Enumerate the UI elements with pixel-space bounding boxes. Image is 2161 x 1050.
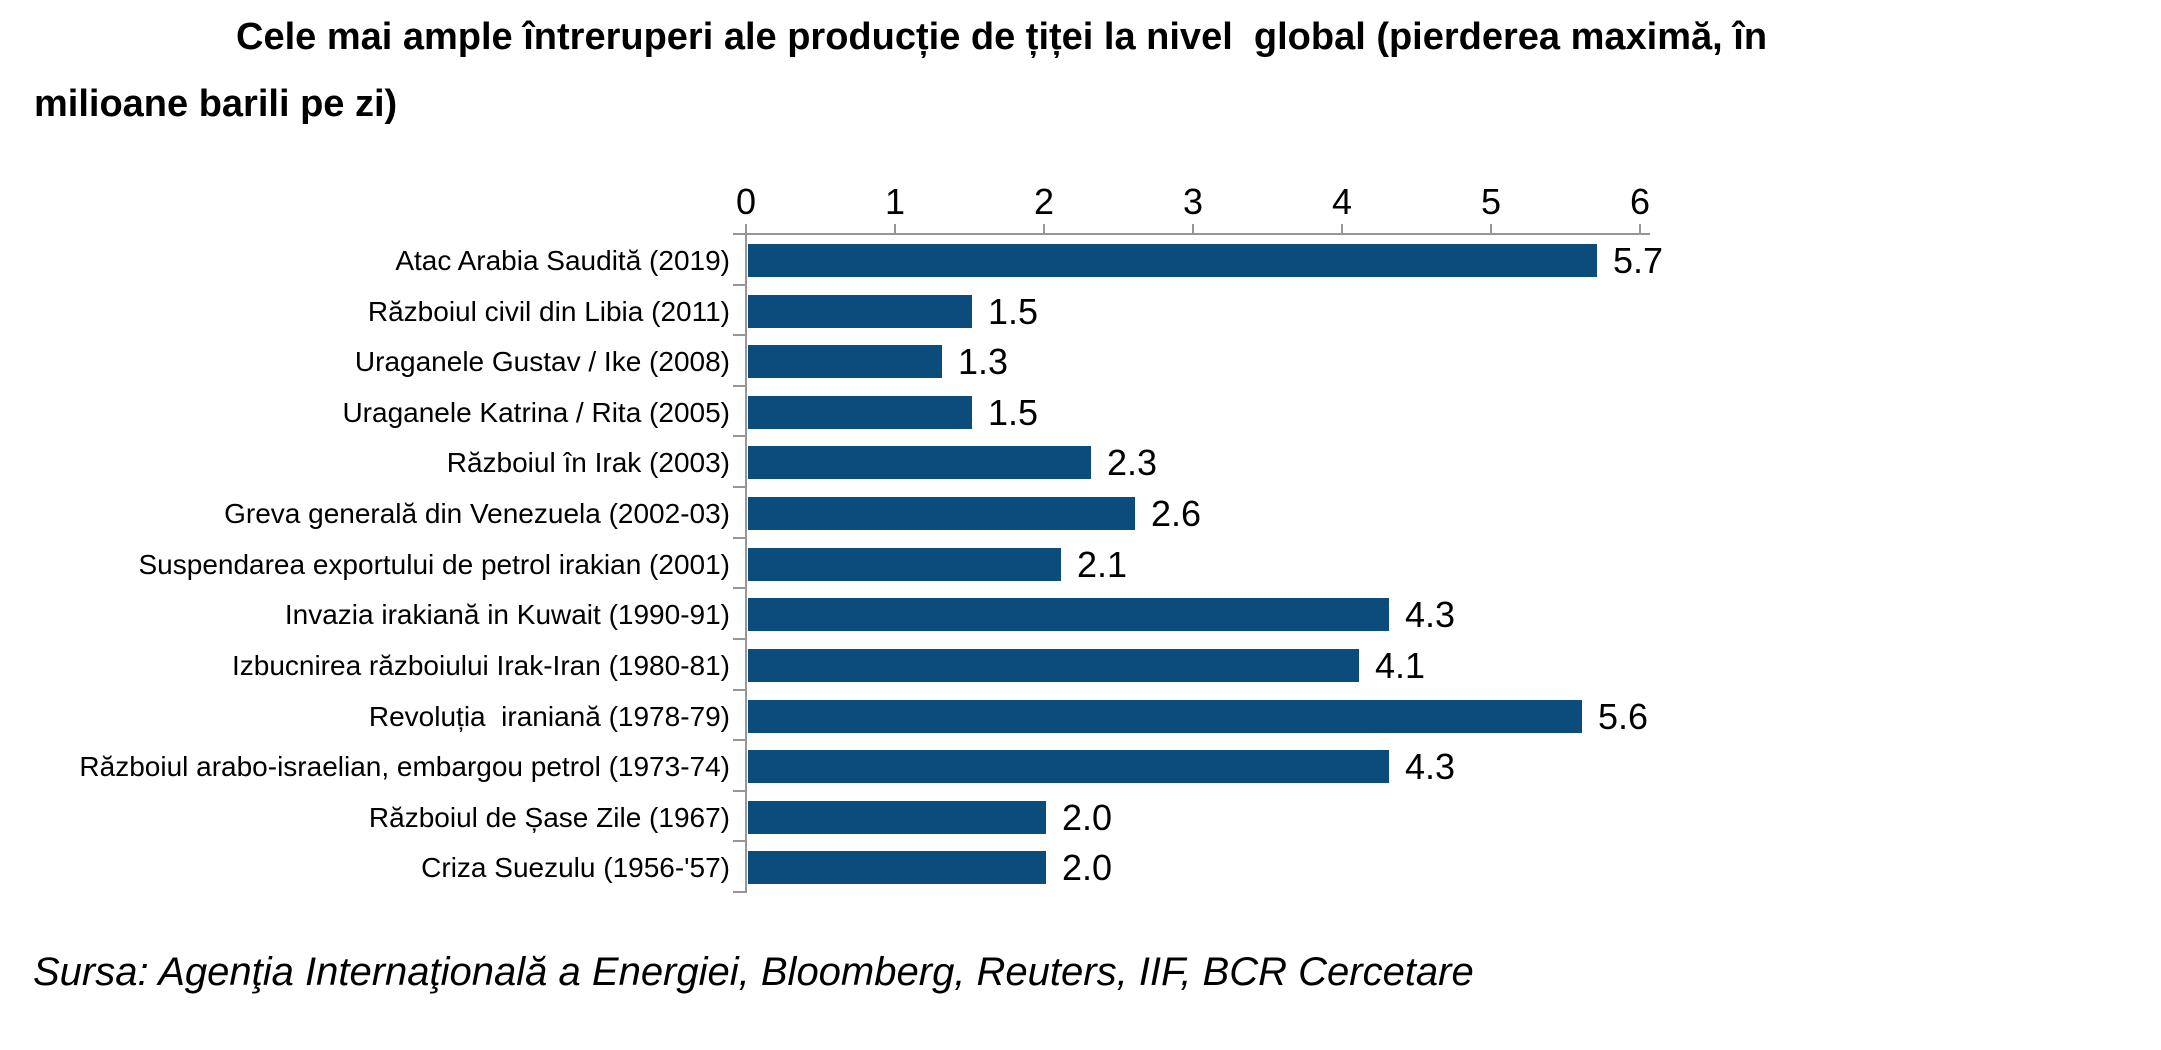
category-label: Criza Suezulu (1956-'57) bbox=[421, 852, 730, 883]
bar bbox=[748, 396, 972, 429]
bar bbox=[748, 700, 1582, 733]
source-note: Sursa: Agenţia Internaţională a Energiei… bbox=[33, 950, 1474, 994]
value-label: 2.0 bbox=[1062, 797, 1113, 838]
bar-row: Uraganele Gustav / Ike (2008) 1.3 bbox=[0, 336, 2161, 387]
value-label: 4.3 bbox=[1405, 594, 1456, 635]
y-tick-mark bbox=[733, 689, 745, 691]
bar-row: Suspendarea exportului de petrol irakian… bbox=[0, 539, 2161, 590]
y-tick-mark bbox=[733, 385, 745, 387]
bar-row: Războiul arabo-israelian, embargou petro… bbox=[0, 741, 2161, 792]
bar-row: Invazia irakiană in Kuwait (1990-91) 4.3 bbox=[0, 589, 2161, 640]
category-label: Uraganele Gustav / Ike (2008) bbox=[354, 346, 730, 377]
value-label: 4.3 bbox=[1405, 746, 1456, 787]
bar bbox=[748, 649, 1359, 682]
category-label: Izbucnirea războiului Irak-Iran (1980-81… bbox=[231, 650, 730, 681]
y-tick-mark bbox=[733, 284, 745, 286]
category-label: Atac Arabia Saudită (2019) bbox=[395, 245, 730, 276]
x-tick-mark bbox=[1639, 224, 1641, 235]
x-tick-label: 0 bbox=[735, 181, 757, 222]
bar bbox=[748, 497, 1135, 530]
y-tick-mark bbox=[733, 840, 745, 842]
x-tick-mark bbox=[745, 224, 747, 235]
value-label: 1.5 bbox=[988, 291, 1039, 332]
y-tick-mark bbox=[733, 435, 745, 437]
bar bbox=[748, 295, 972, 328]
x-tick-label: 1 bbox=[884, 181, 906, 222]
y-tick-mark bbox=[733, 233, 745, 235]
y-axis-line bbox=[745, 233, 747, 893]
bar-row: Revoluția iraniană (1978-79) 5.6 bbox=[0, 691, 2161, 742]
bar-row: Criza Suezulu (1956-'57) 2.0 bbox=[0, 842, 2161, 893]
bar-row: Atac Arabia Saudită (2019) 5.7 bbox=[0, 235, 2161, 286]
bar-row: Războiul de Șase Zile (1967) 2.0 bbox=[0, 792, 2161, 843]
bar-row: Uraganele Katrina / Rita (2005) 1.5 bbox=[0, 387, 2161, 438]
category-label: Războiul arabo-israelian, embargou petro… bbox=[79, 751, 730, 782]
category-label: Greva generală din Venezuela (2002-03) bbox=[224, 498, 730, 529]
category-label: Războiul în Irak (2003) bbox=[446, 447, 730, 478]
category-label: Războiul de Șase Zile (1967) bbox=[368, 802, 730, 833]
bar-row: Greva generală din Venezuela (2002-03) 2… bbox=[0, 488, 2161, 539]
category-label: Invazia irakiană in Kuwait (1990-91) bbox=[284, 599, 730, 630]
y-tick-mark bbox=[733, 537, 745, 539]
y-tick-mark bbox=[733, 790, 745, 792]
y-tick-mark bbox=[733, 739, 745, 741]
bar bbox=[748, 446, 1091, 479]
category-label: Uraganele Katrina / Rita (2005) bbox=[342, 397, 730, 428]
value-label: 2.6 bbox=[1151, 493, 1202, 534]
x-tick-label: 4 bbox=[1331, 181, 1353, 222]
x-tick-label: 5 bbox=[1480, 181, 1502, 222]
x-tick-mark bbox=[1192, 224, 1194, 235]
bar bbox=[748, 244, 1597, 277]
bar bbox=[748, 548, 1061, 581]
bar-row: Războiul civil din Libia (2011) 1.5 bbox=[0, 286, 2161, 337]
value-label: 1.3 bbox=[958, 341, 1009, 382]
category-label: Războiul civil din Libia (2011) bbox=[367, 296, 730, 327]
x-tick-mark bbox=[1341, 224, 1343, 235]
value-label: 1.5 bbox=[988, 392, 1039, 433]
value-label: 2.1 bbox=[1077, 544, 1128, 585]
x-tick-mark bbox=[1043, 224, 1045, 235]
x-tick-label: 3 bbox=[1182, 181, 1204, 222]
x-tick-label: 6 bbox=[1629, 181, 1651, 222]
x-axis-line bbox=[733, 233, 1650, 235]
x-tick-mark bbox=[1490, 224, 1492, 235]
y-tick-mark bbox=[733, 638, 745, 640]
bar bbox=[748, 598, 1389, 631]
y-tick-mark bbox=[733, 587, 745, 589]
bar bbox=[748, 750, 1389, 783]
value-label: 4.1 bbox=[1375, 645, 1426, 686]
bar bbox=[748, 345, 942, 378]
chart-title: Cele mai ample întreruperi ale producție… bbox=[34, 16, 1768, 125]
y-tick-mark bbox=[733, 891, 745, 893]
x-tick-mark bbox=[894, 224, 896, 235]
category-label: Suspendarea exportului de petrol irakian… bbox=[138, 549, 731, 580]
value-label: 2.3 bbox=[1107, 442, 1158, 483]
bar-row: Războiul în Irak (2003) 2.3 bbox=[0, 437, 2161, 488]
bar bbox=[748, 801, 1046, 834]
bar-row: Izbucnirea războiului Irak-Iran (1980-81… bbox=[0, 640, 2161, 691]
x-tick-label: 2 bbox=[1033, 181, 1055, 222]
y-tick-mark bbox=[733, 334, 745, 336]
value-label: 5.7 bbox=[1613, 240, 1664, 281]
value-label: 2.0 bbox=[1062, 847, 1113, 888]
bar bbox=[748, 851, 1046, 884]
category-label: Revoluția iraniană (1978-79) bbox=[368, 701, 730, 732]
value-label: 5.6 bbox=[1598, 696, 1649, 737]
y-tick-mark bbox=[733, 486, 745, 488]
